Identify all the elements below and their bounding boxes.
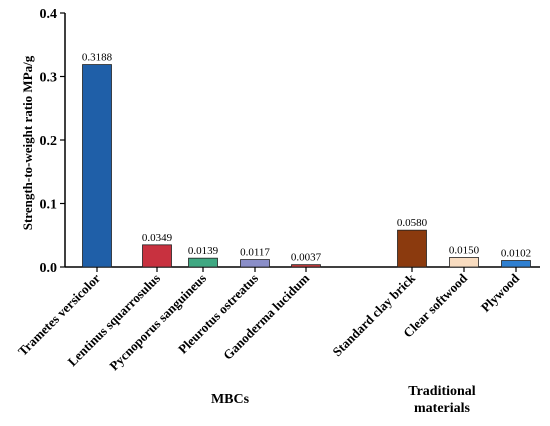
group-label: materials	[414, 401, 471, 416]
bar-1	[82, 64, 112, 268]
data-label: 0.0102	[501, 248, 531, 260]
bar-8	[501, 260, 531, 268]
group-label: Traditional	[408, 384, 476, 399]
group-label: MBCs	[211, 392, 250, 407]
y-tick-label: 0.4	[40, 7, 58, 22]
data-label: 0.0139	[188, 245, 219, 257]
y-tick-label: 0.3	[40, 71, 58, 86]
bar-7	[449, 257, 479, 268]
x-tick-label: Ganoderma lucidum	[220, 270, 312, 362]
y-tick-label: 0.0	[40, 261, 58, 276]
x-tick-label: Plywood	[478, 270, 523, 315]
data-label: 0.3188	[82, 52, 113, 64]
y-axis-title: Strength-to-weight ratio MPa/g	[20, 55, 35, 230]
bar-6	[397, 229, 427, 268]
y-tick-label: 0.2	[40, 134, 58, 149]
data-label: 0.0150	[449, 244, 480, 256]
data-label: 0.0349	[142, 232, 173, 244]
bar-2	[142, 244, 172, 268]
bar-4	[240, 259, 270, 268]
data-label: 0.0117	[240, 247, 270, 259]
y-tick-label: 0.1	[40, 198, 58, 213]
bar-5	[291, 264, 321, 268]
bar-3	[188, 257, 218, 268]
data-label: 0.0037	[291, 252, 322, 264]
data-label: 0.0580	[397, 217, 428, 229]
x-tick-label: Standard clay brick	[329, 270, 418, 359]
